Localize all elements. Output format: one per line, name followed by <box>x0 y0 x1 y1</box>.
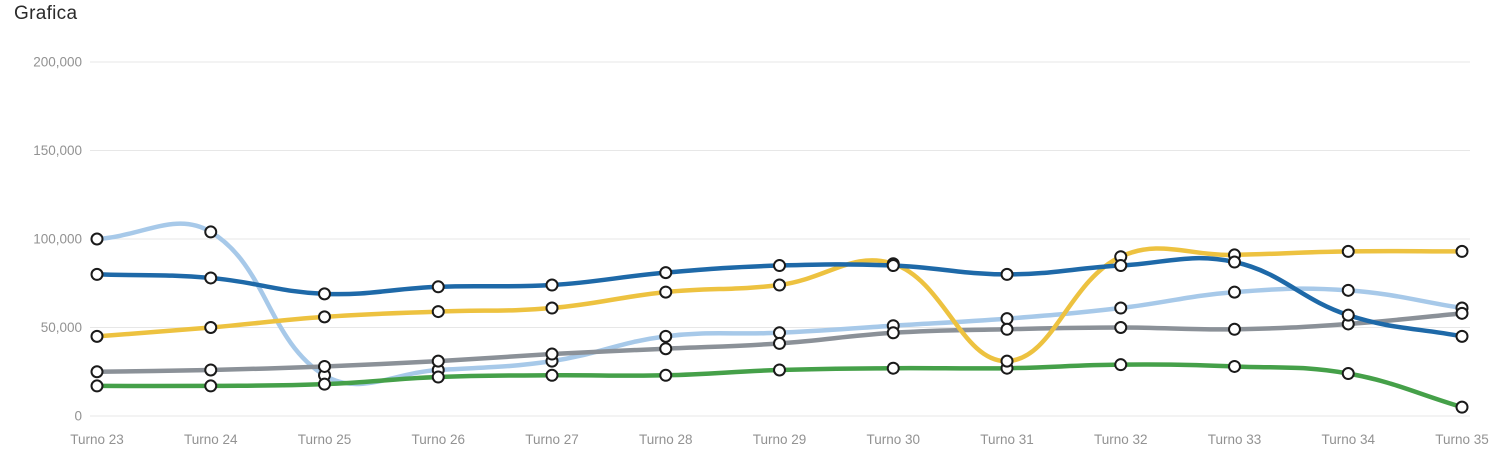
data-point-yellow-series <box>1000 354 1014 368</box>
data-point-gray-series <box>431 354 445 368</box>
data-point-dark-blue-series <box>1455 329 1469 343</box>
data-point-gray-series <box>1455 306 1469 320</box>
data-point-light-blue-series <box>1114 301 1128 315</box>
data-point-gray-series <box>545 347 559 361</box>
x-axis-tick-label: Turno 30 <box>866 432 920 447</box>
data-point-green-series <box>318 377 331 391</box>
data-point-green-series <box>204 379 218 393</box>
series-line-light-blue-series <box>94 221 1465 387</box>
data-point-dark-blue-series <box>886 259 900 273</box>
x-axis-tick-label: Turno 27 <box>525 432 579 447</box>
y-axis-tick-label: 150,000 <box>33 143 82 158</box>
data-point-dark-blue-series <box>659 266 673 280</box>
data-point-green-series <box>431 370 445 384</box>
data-point-gray-series <box>773 336 786 350</box>
x-axis-tick-label: Turno 33 <box>1208 432 1262 447</box>
data-point-green-series <box>545 368 559 382</box>
x-axis-tick-label: Turno 35 <box>1435 432 1489 447</box>
x-axis-tick-label: Turno 29 <box>753 432 807 447</box>
data-point-dark-blue-series <box>545 278 559 292</box>
data-point-light-blue-series <box>659 329 673 343</box>
data-point-yellow-series <box>431 305 445 319</box>
data-point-yellow-series <box>659 285 673 299</box>
y-axis-tick-label: 0 <box>74 409 82 424</box>
data-point-dark-blue-series <box>1228 255 1241 269</box>
y-axis-tick-label: 200,000 <box>33 55 82 70</box>
data-point-dark-blue-series <box>204 271 218 285</box>
data-point-yellow-series <box>318 310 331 324</box>
data-point-gray-series <box>204 363 218 377</box>
data-point-dark-blue-series <box>1341 308 1355 322</box>
data-point-dark-blue-series <box>431 280 445 294</box>
data-point-light-blue-series <box>1228 285 1241 299</box>
x-axis-tick-label: Turno 24 <box>184 432 238 447</box>
data-point-yellow-series <box>204 321 218 334</box>
data-point-dark-blue-series <box>318 287 331 301</box>
data-point-green-series <box>1341 367 1355 381</box>
data-point-dark-blue-series <box>773 259 786 273</box>
x-axis-tick-label: Turno 28 <box>639 432 693 447</box>
data-point-light-blue-series <box>773 326 786 340</box>
data-point-yellow-series <box>773 278 786 292</box>
x-axis-tick-label: Turno 34 <box>1321 432 1375 447</box>
data-point-green-series <box>90 379 104 393</box>
data-point-green-series <box>773 363 786 377</box>
data-point-yellow-series <box>1341 244 1355 258</box>
data-point-dark-blue-series <box>1114 259 1128 273</box>
x-axis-tick-label: Turno 32 <box>1094 432 1148 447</box>
data-point-gray-series <box>318 359 331 373</box>
data-point-light-blue-series <box>1341 283 1355 297</box>
data-point-gray-series <box>886 326 900 340</box>
data-point-yellow-series <box>1455 244 1469 258</box>
data-point-green-series <box>886 361 900 375</box>
data-point-gray-series <box>1228 322 1241 336</box>
data-point-yellow-series <box>545 301 559 315</box>
data-point-gray-series <box>1114 321 1128 334</box>
chart-title: Grafica <box>14 3 78 24</box>
data-point-dark-blue-series <box>90 267 104 281</box>
data-point-gray-series <box>90 365 104 379</box>
data-point-green-series <box>1455 400 1469 414</box>
data-point-light-blue-series <box>90 232 104 246</box>
x-axis-tick-label: Turno 31 <box>980 432 1034 447</box>
data-point-light-blue-series <box>1000 312 1014 326</box>
y-axis-tick-label: 100,000 <box>33 232 82 247</box>
data-point-gray-series <box>1000 322 1014 336</box>
data-point-yellow-series <box>90 329 104 343</box>
data-point-green-series <box>1228 359 1241 373</box>
x-axis-tick-label: Turno 25 <box>298 432 352 447</box>
data-point-dark-blue-series <box>1000 267 1014 281</box>
data-point-light-blue-series <box>204 225 218 239</box>
data-point-green-series <box>659 368 673 382</box>
x-axis-tick-label: Turno 26 <box>411 432 465 447</box>
data-point-gray-series <box>659 342 673 356</box>
x-axis-tick-label: Turno 23 <box>70 432 124 447</box>
data-point-green-series <box>1114 358 1128 372</box>
y-axis-tick-label: 50,000 <box>41 320 82 335</box>
